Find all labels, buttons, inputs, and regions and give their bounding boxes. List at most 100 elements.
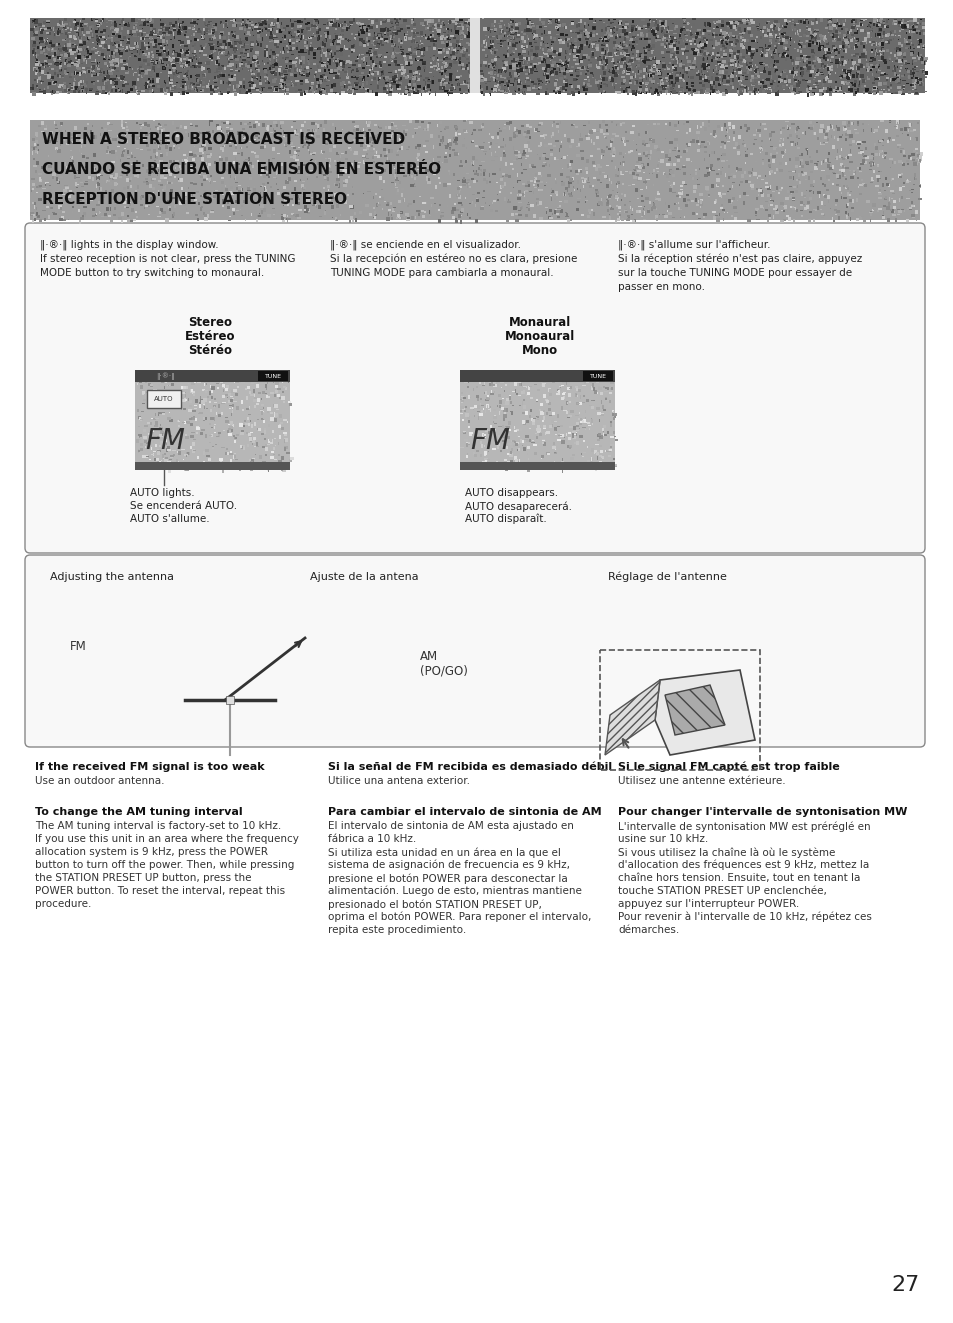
Bar [109, 130, 112, 131]
Bar [680, 64, 684, 65]
Bar [263, 69, 266, 70]
Bar [231, 30, 233, 33]
Bar [562, 34, 565, 37]
Bar [237, 85, 239, 87]
Bar [310, 74, 313, 75]
Text: MODE button to try switching to monaural.: MODE button to try switching to monaural… [40, 269, 264, 278]
Bar [507, 50, 508, 52]
Bar [296, 25, 300, 28]
Bar [251, 78, 253, 81]
Bar [267, 81, 270, 85]
Bar [539, 142, 541, 146]
Bar [551, 419, 555, 422]
Bar [373, 208, 375, 209]
Bar [163, 456, 164, 459]
Bar [32, 220, 33, 222]
Bar [130, 90, 133, 94]
Bar [911, 62, 912, 65]
Bar [685, 143, 688, 146]
Bar [563, 81, 566, 83]
Bar [222, 40, 226, 44]
Bar [519, 441, 523, 443]
Bar [280, 22, 282, 25]
Bar [838, 187, 841, 191]
Bar [497, 69, 501, 73]
Bar [768, 89, 772, 93]
Bar [616, 205, 618, 208]
Bar [71, 62, 73, 64]
Bar [915, 24, 917, 25]
Bar [529, 25, 532, 28]
Bar [827, 90, 830, 93]
Bar [654, 216, 658, 218]
Bar [768, 201, 772, 204]
Bar [882, 210, 883, 214]
Bar [69, 44, 72, 46]
Bar [145, 177, 149, 180]
Bar [812, 132, 815, 135]
Bar [260, 169, 264, 172]
Bar [239, 42, 242, 44]
Bar [397, 149, 398, 152]
Bar [812, 73, 815, 75]
Bar [913, 54, 917, 57]
Bar [919, 69, 923, 70]
Bar [722, 62, 725, 64]
Bar [321, 151, 324, 153]
Bar [51, 69, 54, 70]
Bar [769, 152, 772, 156]
Bar [647, 48, 651, 50]
Bar [549, 466, 551, 468]
Bar [533, 85, 535, 87]
Bar [870, 177, 872, 180]
Bar [243, 447, 245, 450]
Bar [868, 168, 871, 171]
Bar [215, 77, 217, 81]
Bar [407, 217, 410, 220]
Bar [613, 65, 616, 66]
Bar [419, 38, 420, 42]
Bar [142, 398, 146, 401]
Bar [590, 418, 592, 421]
Bar [725, 83, 728, 85]
Bar [366, 37, 368, 41]
Bar [146, 83, 147, 87]
Bar [678, 149, 679, 152]
Bar [318, 37, 319, 38]
Bar [799, 54, 802, 57]
Bar [147, 89, 149, 90]
Bar [307, 128, 310, 131]
Bar [345, 77, 349, 79]
Bar [224, 185, 226, 188]
Bar [581, 385, 585, 386]
Bar [326, 34, 327, 38]
Bar [253, 188, 256, 192]
Bar [314, 32, 316, 36]
Bar [623, 64, 627, 67]
Bar [438, 86, 441, 90]
Bar [38, 77, 41, 79]
Bar [153, 148, 155, 152]
Bar [518, 60, 522, 61]
Bar [703, 175, 707, 177]
Bar [280, 163, 283, 165]
Bar [221, 33, 223, 36]
Text: usine sur 10 kHz.: usine sur 10 kHz. [618, 833, 707, 844]
Bar [376, 37, 379, 40]
Bar [203, 398, 207, 401]
Bar [675, 73, 679, 77]
Bar [110, 71, 112, 74]
Bar [545, 91, 546, 95]
Bar [809, 56, 811, 58]
Bar [323, 78, 327, 82]
Bar [134, 86, 137, 89]
Bar [735, 142, 737, 146]
Bar [182, 188, 184, 189]
Bar [445, 64, 447, 67]
Bar [209, 401, 211, 402]
Bar [198, 65, 200, 67]
Bar [303, 67, 305, 70]
Bar [503, 24, 504, 26]
Bar [434, 202, 436, 204]
Bar [421, 44, 423, 48]
